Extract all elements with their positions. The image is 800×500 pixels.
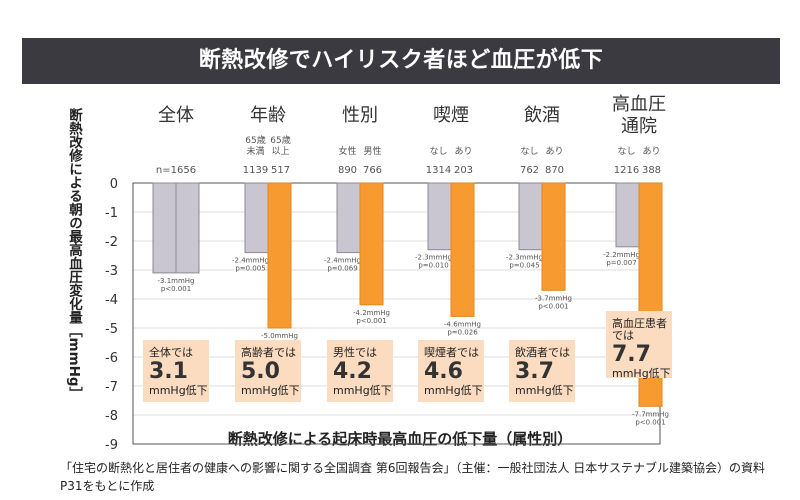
bar-value-label: -2.2mmHg — [603, 251, 640, 259]
source-note: 「住宅の断熱化と居住者の健康への影響に関する全国調査 第6回報告会」（主催：一般… — [60, 461, 766, 493]
subgroup-label: なし — [520, 146, 538, 157]
bar-p-label: p<0.001 — [161, 285, 191, 293]
subgroup-label: あり — [642, 146, 660, 157]
y-tick-label: -5 — [105, 322, 118, 337]
sample-size-label: 203 — [454, 165, 473, 176]
sample-size-label: 890 — [338, 165, 357, 176]
bar-value-label: -4.6mmHg — [444, 320, 481, 328]
bar — [615, 182, 640, 248]
highlight-box-unit: mmHg低下 — [149, 384, 208, 397]
sample-size-label: 1139 — [243, 165, 268, 176]
subgroup-label: 女性 — [338, 145, 356, 157]
highlight-box-value: 7.7 — [612, 342, 651, 367]
highlight-box-unit: mmHg低下 — [241, 384, 300, 397]
bar-value-label: -4.2mmHg — [353, 309, 390, 317]
sample-size-label: 517 — [271, 165, 290, 176]
bar-p-label: p=0.010 — [418, 262, 448, 270]
chart-title: 断熱改修でハイリスク者ほど血圧が低下 — [198, 48, 604, 73]
bar — [267, 182, 292, 329]
bar — [244, 182, 269, 254]
highlight-box-caption: 全体では — [149, 345, 193, 359]
y-tick-label: 0 — [110, 177, 118, 192]
sample-size-label: 762 — [520, 165, 539, 176]
highlight-box-unit: mmHg低下 — [515, 384, 574, 397]
group-name: 性別 — [342, 105, 378, 126]
y-axis-label: 断熱改修による朝の最高血圧変化量［mmHg］ — [66, 108, 82, 401]
highlight-box-value: 5.0 — [241, 359, 280, 384]
group-name: 飲酒 — [524, 105, 560, 126]
y-tick-label: -7 — [105, 380, 118, 395]
y-tick-label: -1 — [105, 206, 118, 221]
highlight-box-unit: mmHg低下 — [333, 384, 392, 397]
bar — [359, 182, 384, 306]
highlight-box-unit: mmHg低下 — [612, 367, 671, 380]
bar-p-label: p<0.001 — [356, 317, 386, 325]
sample-size-label: 1216 — [614, 165, 639, 176]
bar-p-label: p<0.001 — [538, 302, 568, 310]
highlight-box-value: 4.6 — [424, 359, 463, 384]
title-bar: 断熱改修でハイリスク者ほど血圧が低下 — [22, 38, 780, 84]
sample-size-label: 870 — [545, 165, 564, 176]
bar-p-label: p=0.007 — [606, 259, 636, 267]
group-name: 高血圧通院 — [612, 94, 666, 137]
y-tick-label: -4 — [105, 293, 118, 308]
bar — [427, 182, 452, 251]
bar-value-label: -7.7mmHg — [632, 410, 669, 418]
highlight-box-value: 4.2 — [333, 359, 372, 384]
bar-value-label: -2.4mmHg — [232, 257, 269, 265]
sample-size-label: 766 — [363, 165, 382, 176]
highlight-box — [235, 340, 301, 402]
highlight-box — [509, 340, 575, 402]
highlight-box-value: 3.7 — [515, 359, 554, 384]
bar — [518, 182, 543, 251]
sample-size-label: 1314 — [426, 165, 451, 176]
bar — [336, 182, 361, 254]
bar-p-label: p<0.001 — [635, 418, 665, 426]
highlight-box-value: 3.1 — [149, 359, 188, 384]
highlight-box-caption: 高血圧患者では — [612, 316, 667, 342]
highlight-box — [418, 340, 484, 402]
subgroup-label: あり — [545, 146, 563, 157]
bar-value-label: -2.4mmHg — [324, 257, 361, 265]
y-tick-label: -6 — [105, 351, 118, 366]
bar-p-label: p=0.026 — [447, 328, 478, 336]
sample-size-label: 388 — [642, 165, 661, 176]
highlight-box — [143, 340, 209, 402]
highlight-box-caption: 飲酒者では — [515, 345, 570, 359]
bar-value-label: -2.3mmHg — [506, 254, 543, 262]
subgroup-label: 65歳未満 — [245, 134, 265, 157]
subgroup-label: なし — [429, 146, 447, 157]
bar-value-label: -5.0mmHg — [261, 332, 298, 340]
subgroup-label: なし — [617, 146, 635, 157]
highlight-box-caption: 高齢者では — [241, 345, 296, 359]
highlight-box-caption: 喫煙者では — [424, 346, 479, 359]
bar-value-label: -3.1mmHg — [157, 277, 194, 285]
subgroup-label: 65歳以上 — [270, 134, 290, 157]
bar-p-label: p=0.045 — [509, 262, 539, 270]
group-name: 年齢 — [250, 105, 286, 126]
highlight-box — [327, 340, 393, 402]
highlight-box-caption: 男性では — [333, 345, 377, 359]
highlight-box — [606, 311, 672, 378]
bar — [450, 182, 475, 317]
y-tick-label: -2 — [105, 235, 118, 250]
bar-p-label: p=0.069 — [327, 265, 357, 273]
group-name: 喫煙 — [433, 105, 469, 126]
bar-value-label: -3.7mmHg — [535, 294, 572, 302]
plot-frame — [132, 182, 661, 445]
y-tick-label: -9 — [105, 438, 118, 453]
subgroup-label: 男性 — [363, 145, 381, 157]
group-name: 全体 — [158, 105, 194, 126]
y-tick-label: -3 — [105, 264, 118, 279]
y-tick-label: -8 — [105, 409, 118, 424]
subgroup-label: あり — [454, 146, 472, 157]
highlight-box-unit: mmHg低下 — [424, 384, 483, 397]
bar-p-label: p=0.005 — [235, 265, 265, 273]
sample-size-label: n=1656 — [156, 165, 196, 176]
bar — [541, 182, 566, 291]
bar-value-label: -2.3mmHg — [415, 254, 452, 262]
